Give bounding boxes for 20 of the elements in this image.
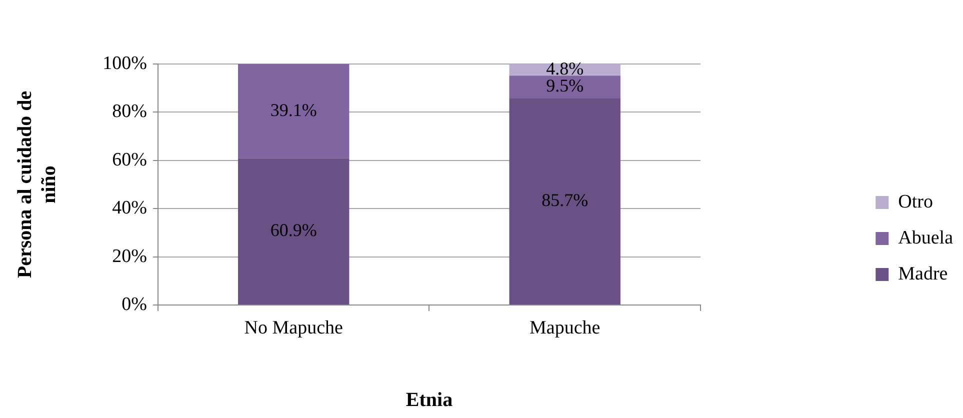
x-axis-title: Etnia <box>406 389 453 412</box>
bar <box>238 158 350 304</box>
data-label: 85.7% <box>542 190 588 210</box>
legend-label: Madre <box>898 263 948 284</box>
y-tick-label: 80% <box>112 101 148 122</box>
data-label: 39.1% <box>270 100 317 120</box>
legend-label: Otro <box>898 191 933 212</box>
bar <box>238 64 350 158</box>
data-label: 60.9% <box>270 220 317 240</box>
x-tick-label: Mapuche <box>530 317 600 338</box>
bar <box>509 76 620 98</box>
bar <box>509 98 620 304</box>
x-tick-label: No Mapuche <box>244 317 343 338</box>
y-tick-label: 0% <box>122 294 148 315</box>
y-tick-label: 100% <box>102 52 148 74</box>
y-axis-title: Persona al cuidado de niño <box>14 90 60 278</box>
y-tick-label: 60% <box>112 149 148 170</box>
y-tick-label: 40% <box>112 198 148 219</box>
legend-label: Abuela <box>898 227 954 248</box>
y-tick-label: 20% <box>112 246 148 267</box>
